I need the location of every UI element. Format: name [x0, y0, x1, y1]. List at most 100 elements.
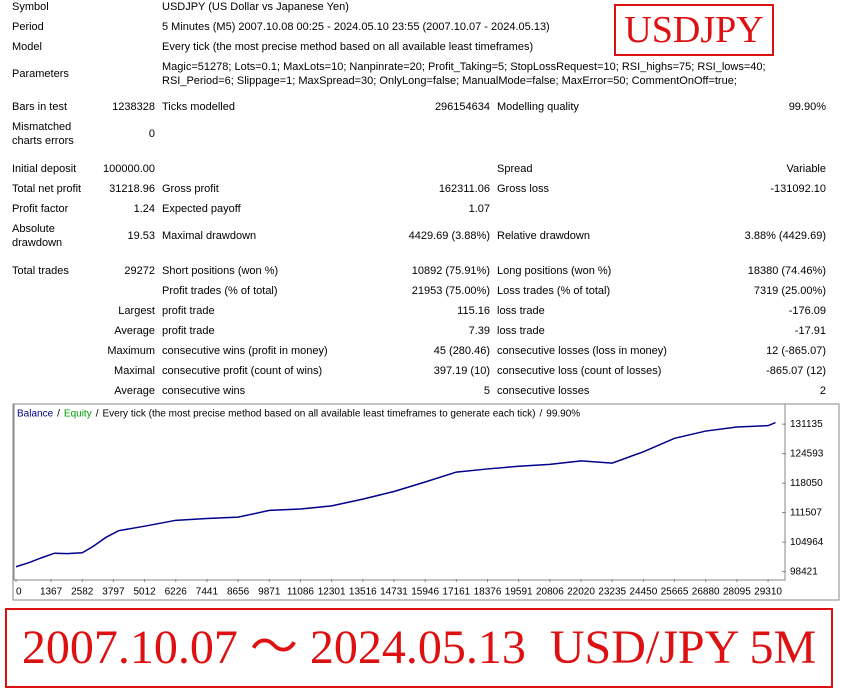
report-prefix: Maximum — [107, 345, 155, 357]
report-value3: 3.88% (4429.69) — [744, 230, 826, 242]
x-tick-label: 7441 — [196, 587, 219, 598]
report-value: 100000.00 — [103, 163, 155, 175]
report-value: 1238328 — [112, 101, 155, 113]
y-tick-label: 124593 — [790, 448, 824, 459]
report-value2r: 5 — [483, 385, 490, 397]
report-value2: Every tick (the most precise method base… — [162, 41, 534, 53]
separator: / — [96, 409, 99, 420]
report-value3: -865.07 (12) — [766, 365, 826, 377]
report-label2: profit trade — [162, 325, 215, 337]
legend-equity: Equity — [64, 409, 92, 420]
x-tick-label: 23235 — [598, 587, 626, 598]
report-label: Mismatched — [12, 121, 72, 133]
x-tick-label: 15946 — [411, 587, 439, 598]
report-value3: -17.91 — [794, 325, 826, 337]
report-label3: consecutive loss (count of losses) — [497, 365, 662, 377]
report-label2: Ticks modelled — [162, 101, 235, 113]
report-value2r: 10892 (75.91%) — [411, 265, 490, 277]
x-tick-label: 24450 — [629, 587, 657, 598]
x-tick-label: 12301 — [318, 587, 346, 598]
x-tick-label: 29310 — [754, 587, 782, 598]
x-tick-label: 14731 — [380, 587, 408, 598]
x-tick-label: 5012 — [133, 587, 156, 598]
x-tick-label: 13516 — [349, 587, 377, 598]
symbol-stamp: USDJPY — [614, 4, 774, 56]
report-value2: RSI_Period=6; Slippage=1; MaxSpread=30; … — [162, 75, 737, 87]
report-value2r: 4429.69 (3.88%) — [408, 230, 490, 242]
report-label: Initial deposit — [12, 163, 77, 175]
x-tick-label: 25665 — [661, 587, 689, 598]
report-label3: Spread — [497, 163, 533, 175]
report-value2r: 7.39 — [468, 325, 490, 337]
report-value2: Magic=51278; Lots=0.1; MaxLots=10; Nanpi… — [162, 61, 766, 73]
report-label2: consecutive wins — [162, 385, 246, 397]
balance-line — [15, 421, 776, 568]
x-tick-label: 22020 — [567, 587, 595, 598]
report-value3: Variable — [786, 163, 826, 175]
report-label: Total net profit — [12, 183, 82, 195]
report-label: Bars in test — [12, 101, 68, 113]
report-label: Total trades — [12, 265, 69, 277]
report-label: charts errors — [12, 135, 74, 147]
report-value2r: 397.19 (10) — [433, 365, 490, 377]
y-tick-label: 98421 — [790, 566, 818, 577]
x-tick-label: 1367 — [40, 587, 63, 598]
report-value2r: 296154634 — [434, 101, 490, 113]
report-value2r: 45 (280.46) — [433, 345, 490, 357]
report-label3: Gross loss — [497, 183, 549, 195]
separator: / — [539, 409, 542, 420]
report-label2: Expected payoff — [162, 203, 241, 215]
report-value3: 7319 (25.00%) — [753, 285, 826, 297]
report-value3: -131092.10 — [770, 183, 826, 195]
report-label3: loss trade — [497, 305, 545, 317]
y-tick-label: 111507 — [790, 507, 822, 518]
report-prefix: Average — [114, 325, 155, 337]
report-label: Period — [12, 21, 44, 33]
report-label2: consecutive profit (count of wins) — [162, 365, 323, 377]
report-label: Symbol — [12, 1, 49, 13]
report-label: drawdown — [12, 237, 63, 249]
x-tick-label: 17161 — [442, 587, 470, 598]
y-tick-label: 131135 — [790, 419, 823, 430]
report-label2: Profit trades (% of total) — [162, 285, 278, 297]
y-tick-label: 104964 — [790, 537, 824, 548]
legend-balance: Balance — [17, 409, 54, 420]
x-tick-label: 26880 — [692, 587, 720, 598]
report-value3: 18380 (74.46%) — [747, 265, 826, 277]
x-tick-label: 18376 — [474, 587, 502, 598]
report-prefix: Maximal — [114, 365, 155, 377]
report-value2: USDJPY (US Dollar vs Japanese Yen) — [162, 1, 349, 13]
report-value: 31218.96 — [109, 183, 155, 195]
report-label: Absolute — [12, 223, 55, 235]
report-value: 1.24 — [133, 203, 155, 215]
x-tick-label: 0 — [16, 587, 22, 598]
report-value2: 5 Minutes (M5) 2007.10.08 00:25 - 2024.0… — [162, 21, 550, 33]
separator: / — [57, 409, 60, 420]
report-value3: 2 — [819, 385, 826, 397]
report-label3: Relative drawdown — [497, 230, 590, 242]
report-label: Model — [12, 41, 42, 53]
report-value2r: 21953 (75.00%) — [411, 285, 490, 297]
x-tick-label: 20806 — [536, 587, 564, 598]
report-value2r: 162311.06 — [438, 183, 490, 195]
x-tick-label: 6226 — [165, 587, 188, 598]
report-label2: profit trade — [162, 305, 215, 317]
report-label2: consecutive wins (profit in money) — [162, 345, 328, 357]
report-value2r: 1.07 — [468, 203, 490, 215]
report-label3: consecutive losses — [497, 385, 590, 397]
report-label2: Maximal drawdown — [162, 230, 257, 242]
report-label: Parameters — [12, 68, 69, 80]
report-value: 0 — [148, 128, 155, 140]
report-prefix: Largest — [118, 305, 155, 317]
x-tick-label: 11086 — [287, 587, 315, 598]
plot-area — [13, 403, 786, 581]
report-label: Profit factor — [12, 203, 69, 215]
report-value: 29272 — [124, 265, 155, 277]
x-tick-label: 3797 — [102, 587, 125, 598]
period-banner: 2007.10.07 ～ 2024.05.13 USD/JPY 5M — [5, 608, 833, 688]
report-value: 19.53 — [127, 230, 155, 242]
x-tick-label: 19591 — [505, 587, 533, 598]
report-label3: Long positions (won %) — [497, 265, 612, 277]
report-value2r: 115.16 — [457, 305, 490, 317]
